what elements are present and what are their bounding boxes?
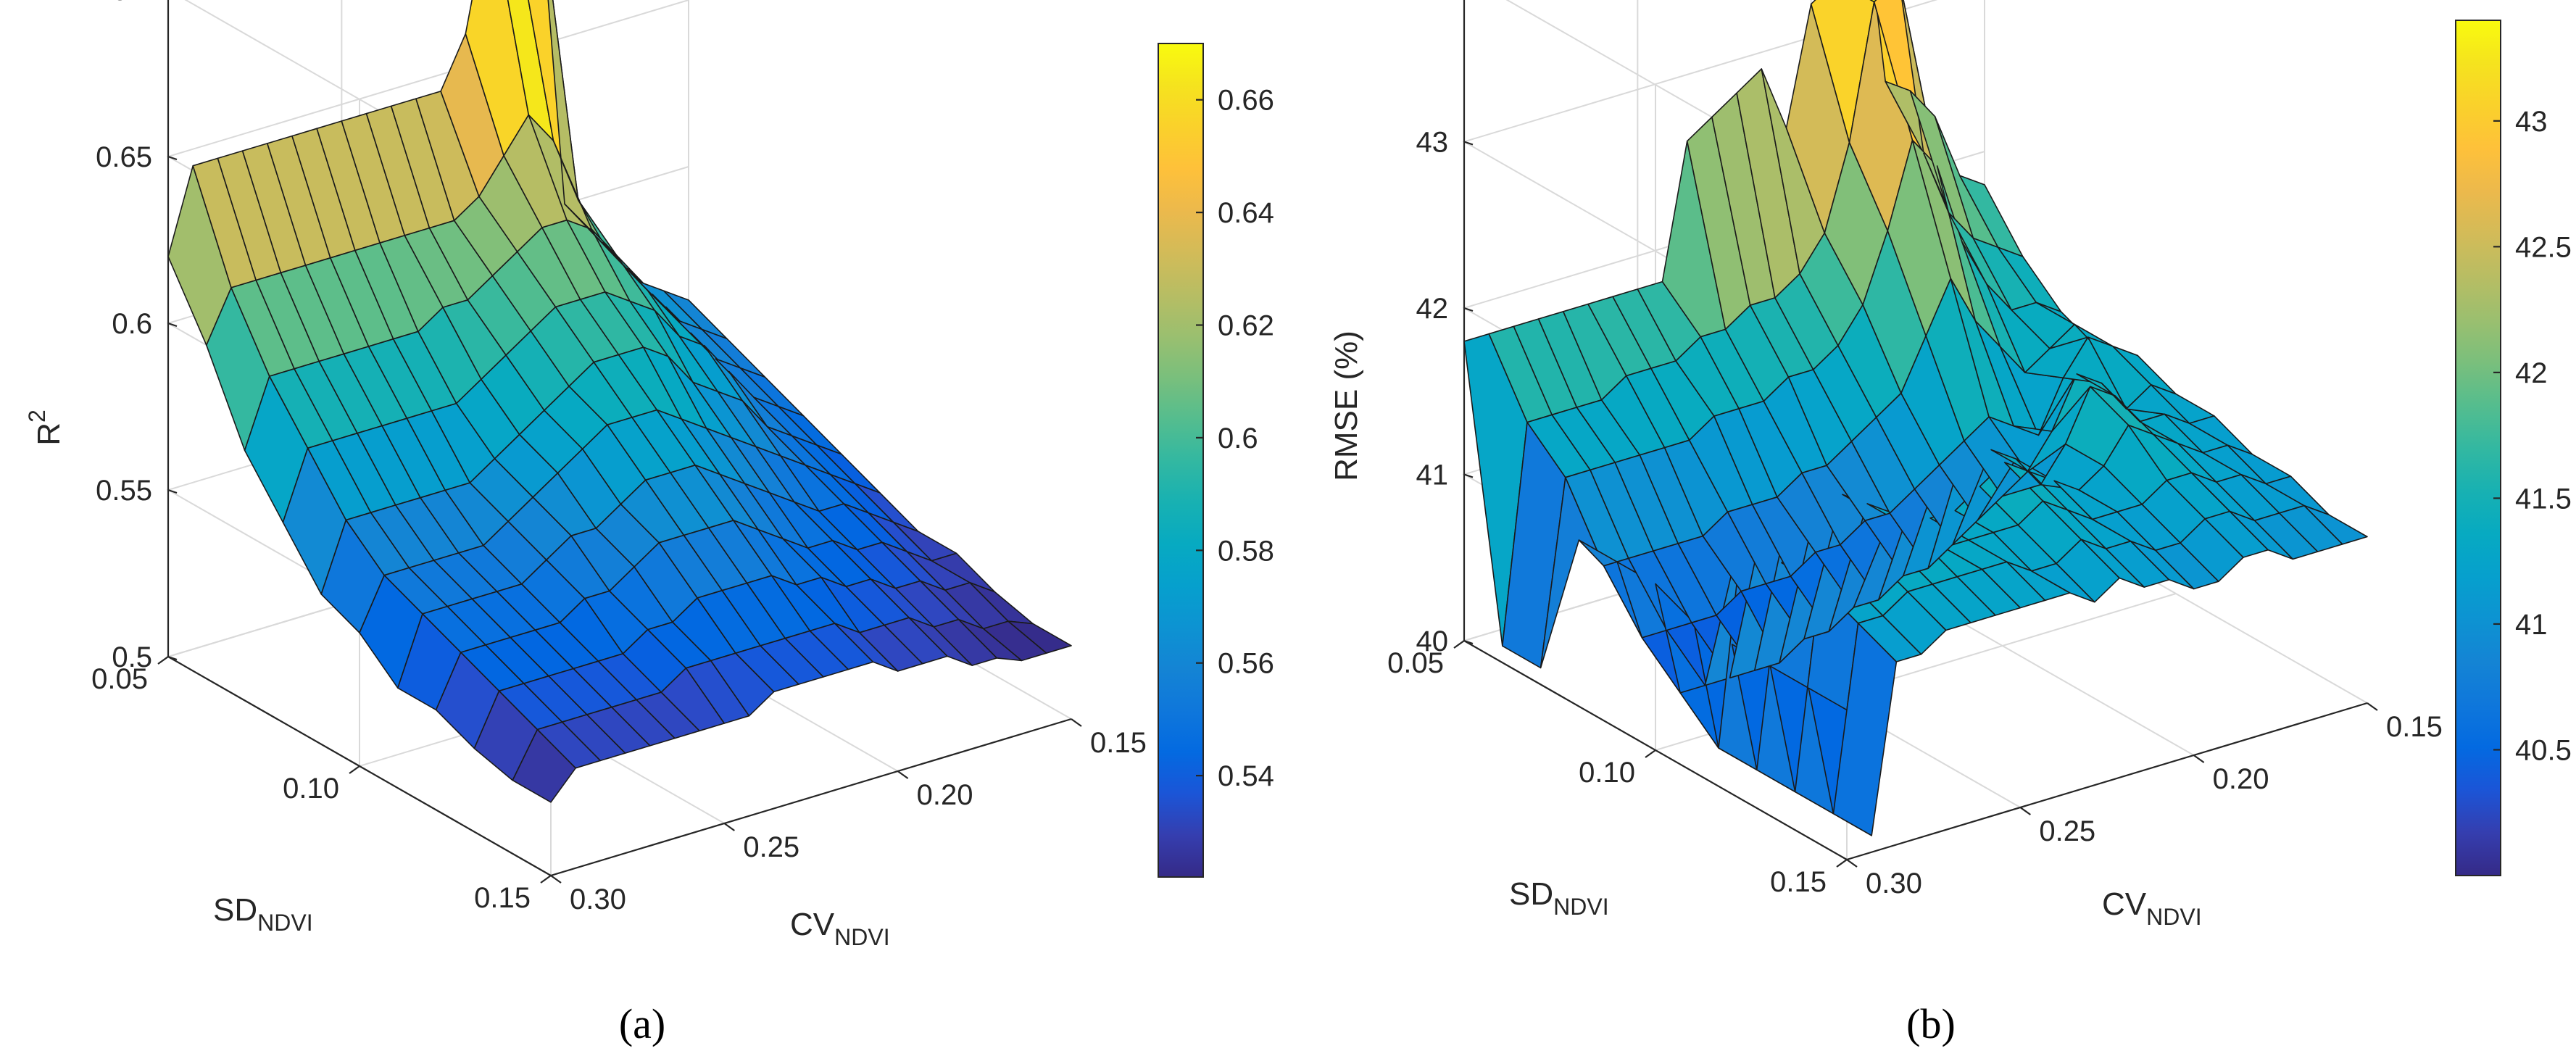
colorbar-bar — [2455, 20, 2501, 876]
colorbar-tick-label: 40.5 — [2515, 734, 2572, 766]
z-tick — [167, 655, 178, 661]
y-axis-label-main: SD — [1509, 876, 1553, 912]
z-tick — [167, 489, 178, 494]
z-axis-label-sup: 2 — [24, 410, 50, 423]
x-tick-label: 0.15 — [2386, 711, 2443, 743]
y-tick-label: 0.05 — [1387, 647, 1444, 679]
x-axis-label-sub: NDVI — [2146, 904, 2201, 930]
x-tick-label: 0.25 — [743, 831, 799, 863]
y-tick-label: 0.05 — [91, 663, 148, 695]
y-tick — [540, 875, 552, 884]
z-tick-label: 0.7 — [112, 0, 152, 7]
colorbar-tick-label: 0.54 — [1218, 760, 1274, 792]
x-tick-label: 0.30 — [570, 884, 626, 915]
x-tick-label: 0.15 — [1090, 727, 1147, 759]
z-tick — [167, 322, 178, 328]
colorbar-tick-label: 0.58 — [1218, 535, 1274, 567]
z-tick — [1463, 473, 1474, 478]
z-tick-label: 41 — [1416, 460, 1449, 491]
x-tick — [2019, 807, 2031, 815]
y-tick-label: 0.15 — [474, 882, 531, 914]
x-tick-label: 0.20 — [2213, 763, 2269, 795]
surface-cell — [2303, 504, 2368, 545]
z-tick-label: 42 — [1416, 293, 1449, 325]
surface — [1463, 0, 2368, 836]
x-tick — [2193, 755, 2205, 763]
colorbar: 40.5 41 41.5 42 42.5 43 — [2455, 20, 2572, 876]
x-axis-line — [550, 718, 1072, 877]
x-tick — [1071, 718, 1082, 727]
y-axis-label: SDNDVI — [213, 892, 313, 936]
z-axis-label-main: R — [31, 423, 67, 446]
z-axis-label: R2 — [24, 410, 67, 446]
panel-a: 0.5 0.55 0.6 0.65 0.7 0.05 0.10 0.15 0.30 0.25 0.2… — [24, 0, 1274, 1047]
colorbar: 0.54 0.56 0.58 0.6 0.62 0.64 0.66 — [1158, 43, 1274, 878]
z-axis-label: RMSE (%) — [1329, 331, 1364, 481]
y-tick — [349, 765, 360, 774]
x-tick — [2367, 702, 2378, 711]
x-tick — [550, 875, 562, 884]
y-axis-label-sub: NDVI — [1553, 894, 1608, 920]
colorbar-tick-label: 41 — [2515, 609, 2548, 641]
colorbar-tick-label: 0.64 — [1218, 197, 1274, 229]
y-tick — [1453, 640, 1465, 649]
z-tick — [1463, 639, 1474, 645]
z-tick-label: 40 — [1416, 625, 1449, 657]
colorbar-bar — [1158, 43, 1204, 878]
z-tick — [1463, 141, 1474, 146]
z-tick-label: 0.6 — [112, 308, 152, 340]
z-tick-label: 0.5 — [112, 641, 152, 673]
colorbar-tick-label: 43 — [2515, 106, 2548, 138]
y-tick-label: 0.15 — [1770, 866, 1827, 898]
colorbar-tick-label: 0.66 — [1218, 85, 1274, 117]
y-axis-label-sub: NDVI — [257, 910, 312, 936]
y-tick — [1836, 859, 1848, 868]
colorbar-tick-label: 42.5 — [2515, 231, 2572, 263]
y-axis-label-main: SD — [213, 892, 257, 928]
z-tick — [1463, 307, 1474, 312]
surface-cell — [1007, 620, 1072, 654]
x-axis-label-main: CV — [790, 907, 835, 942]
colorbar-tick-label: 0.56 — [1218, 648, 1274, 680]
colorbar-tick-label: 42 — [2515, 357, 2548, 389]
y-tick — [157, 656, 169, 665]
z-tick-label: 0.55 — [96, 475, 152, 507]
x-axis-label-sub: NDVI — [834, 924, 889, 950]
colorbar-tick-label: 0.62 — [1218, 310, 1274, 342]
x-axis-label: CVNDVI — [2102, 886, 2202, 930]
panel-b: 40414243440.050.100.150.300.250.200.15CV… — [1329, 0, 2572, 1047]
y-tick-label: 0.10 — [283, 773, 339, 805]
panel-caption: (b) — [1906, 1000, 1956, 1047]
y-tick-label: 0.10 — [1579, 757, 1635, 789]
z-tick-label: 0.65 — [96, 141, 152, 173]
z-tick-label: 43 — [1416, 127, 1449, 159]
surface — [167, 0, 1072, 803]
y-tick — [1645, 749, 1656, 758]
x-axis-label-main: CV — [2102, 886, 2147, 922]
x-tick — [723, 823, 735, 831]
panel-caption: (a) — [619, 1000, 665, 1047]
x-tick — [897, 770, 909, 779]
x-tick-label: 0.30 — [1866, 868, 1922, 899]
x-tick — [1846, 859, 1858, 868]
x-axis-label: CVNDVI — [790, 907, 890, 950]
colorbar-tick-label: 41.5 — [2515, 483, 2572, 515]
z-tick — [167, 155, 178, 161]
colorbar-tick-label: 0.6 — [1218, 423, 1258, 454]
y-axis-label: SDNDVI — [1509, 876, 1609, 920]
x-tick-label: 0.20 — [917, 779, 973, 811]
x-tick-label: 0.25 — [2039, 815, 2095, 847]
x-axis-line — [1846, 702, 2368, 861]
